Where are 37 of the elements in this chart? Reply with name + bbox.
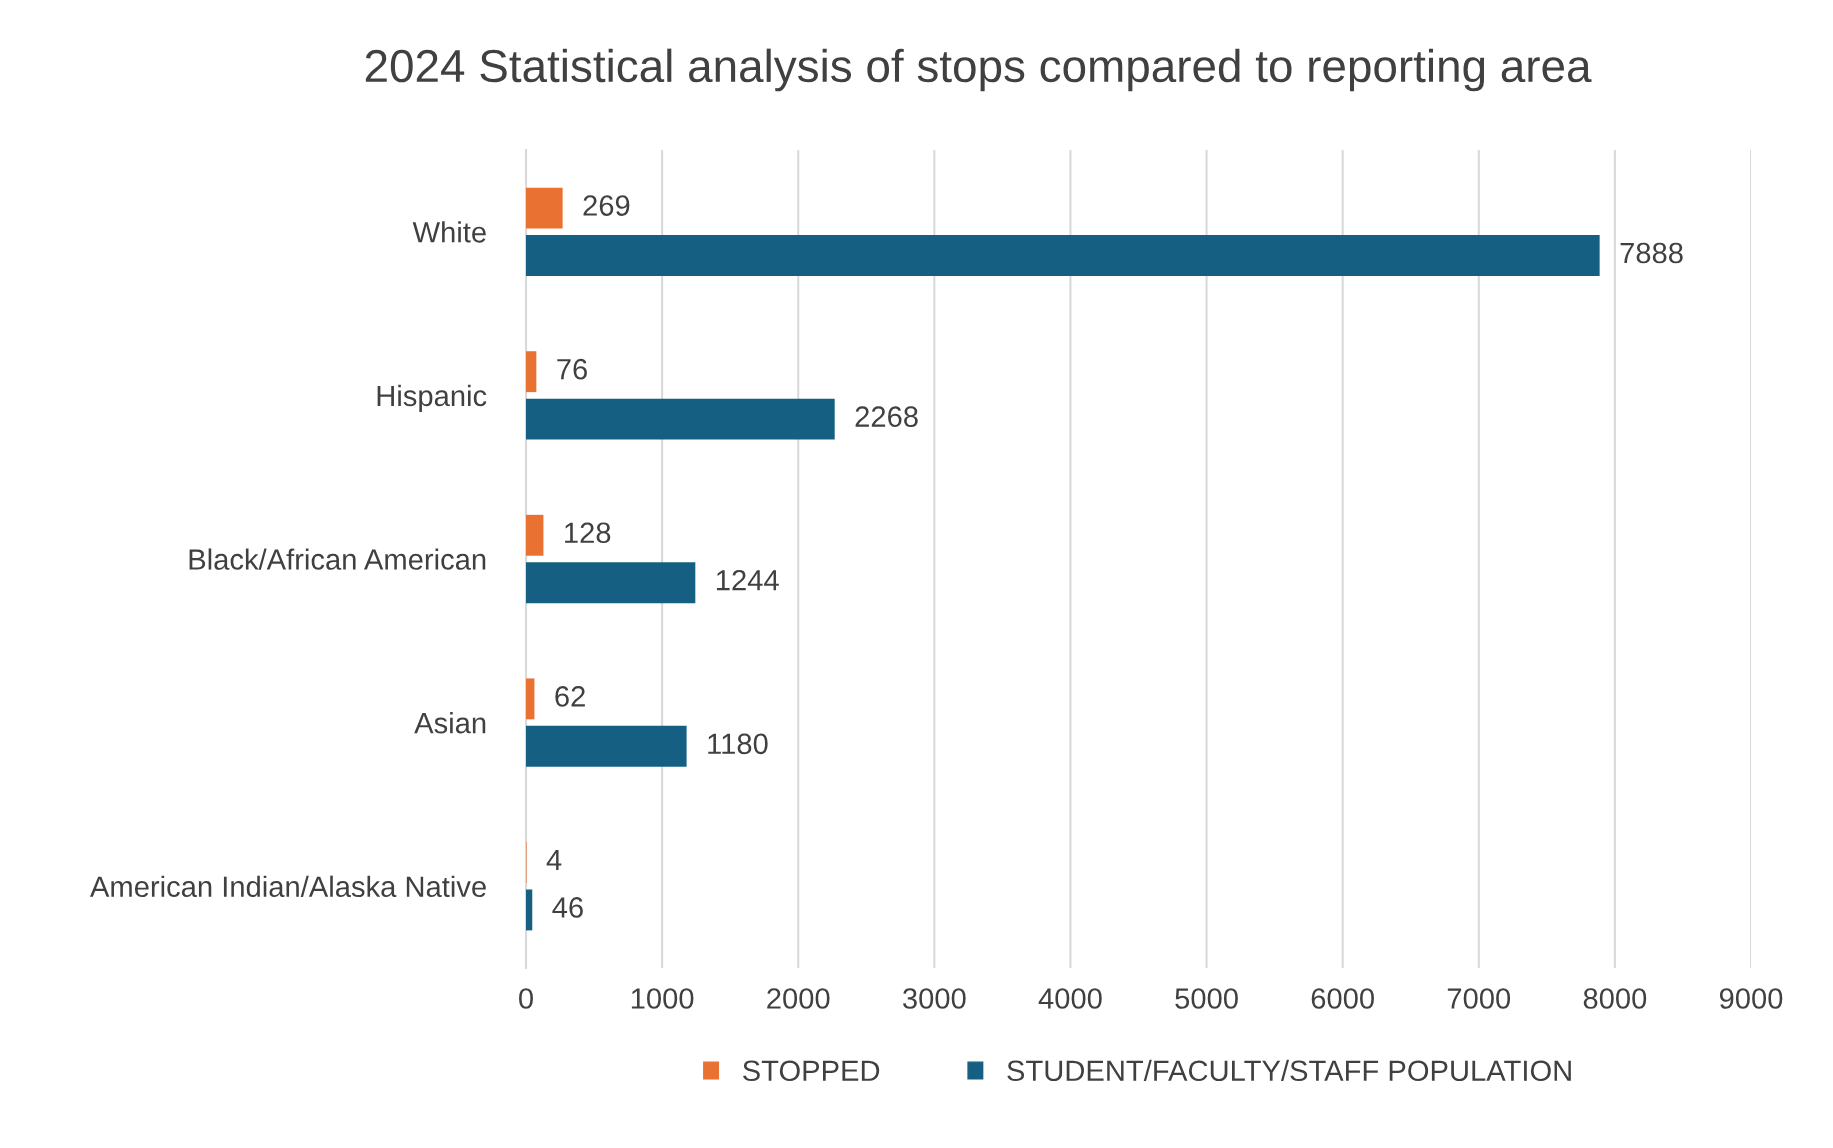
y-tick-label: Asian (414, 712, 486, 734)
bar (526, 351, 537, 393)
data-label: 2268 (855, 406, 918, 427)
x-tick-label: 2000 (767, 988, 830, 1009)
x-tick-label: 1000 (631, 988, 694, 1009)
bar (526, 678, 535, 720)
x-tick-label: 0 (519, 988, 533, 1009)
x-tick-label: 3000 (903, 988, 966, 1009)
y-tick-label: Hispanic (377, 384, 487, 413)
data-label: 269 (583, 195, 630, 216)
data-label: 1180 (708, 733, 768, 755)
x-tick-label: 6000 (1311, 988, 1374, 1009)
chart-title: 2024 Statistical analysis of stops compared to reporting area (365, 48, 1592, 92)
y-tick-label: Black/African American (189, 548, 486, 570)
data-label: 46 (552, 897, 583, 918)
data-label: 1244 (716, 569, 779, 591)
bar (526, 562, 696, 604)
data-label: 128 (565, 522, 611, 544)
bar (526, 725, 687, 767)
legend-label: STOPPED (743, 1060, 880, 1082)
x-tick-label: 9000 (1719, 988, 1783, 1009)
x-tick-label: 4000 (1038, 988, 1102, 1009)
legend-label: STUDENT/FACULTY/STAFF POPULATION (1007, 1059, 1571, 1082)
x-tick-label: 7000 (1447, 988, 1511, 1009)
bar (526, 398, 835, 440)
data-label: 7888 (1620, 242, 1683, 264)
x-tick-label: 5000 (1175, 988, 1238, 1009)
data-label: 76 (557, 358, 587, 380)
y-tick-label: White (412, 221, 486, 243)
bar (526, 889, 533, 931)
data-label: 62 (555, 686, 585, 707)
data-label: 4 (546, 849, 562, 871)
x-tick-label: 8000 (1583, 988, 1647, 1009)
y-tick-label: American Indian/Alaska Native (90, 875, 486, 898)
bar (526, 235, 1600, 276)
bar (526, 187, 563, 229)
bar (526, 514, 544, 556)
